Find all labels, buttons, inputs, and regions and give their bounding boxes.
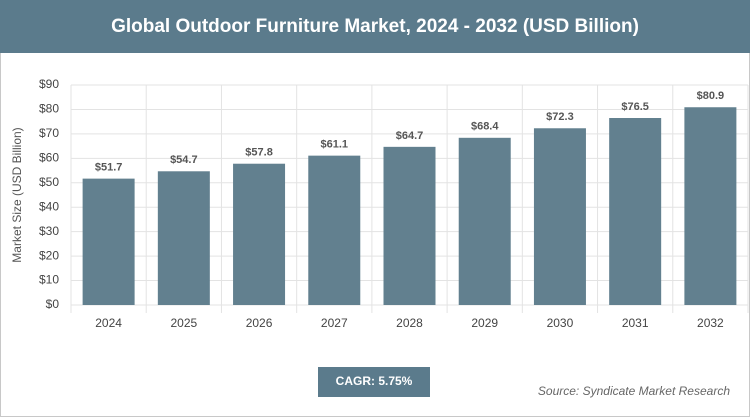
y-axis-label: Market Size (USD Billion): [10, 127, 24, 262]
y-tick-label: $90: [39, 77, 59, 91]
bar: [684, 107, 737, 305]
y-tick-label: $80: [39, 102, 59, 116]
chart-title: Global Outdoor Furniture Market, 2024 - …: [111, 16, 639, 37]
bar: [609, 118, 662, 305]
x-tick-label: 2028: [396, 316, 423, 330]
value-label: $51.7: [95, 162, 123, 174]
source-note: Source: Syndicate Market Research: [538, 384, 730, 398]
bar: [308, 155, 361, 305]
bar: [233, 163, 286, 305]
value-label: $80.9: [697, 90, 725, 102]
value-label: $68.4: [471, 121, 499, 133]
value-label: $54.7: [170, 154, 198, 166]
bar: [458, 137, 511, 305]
x-tick-label: 2025: [170, 316, 197, 330]
bar: [82, 178, 135, 305]
x-tick-label: 2030: [547, 316, 574, 330]
header-bar: [0, 0, 750, 53]
cagr-box: [318, 367, 430, 397]
value-label: $72.3: [546, 111, 574, 123]
x-tick-label: 2026: [246, 316, 273, 330]
x-tick-label: 2029: [471, 316, 498, 330]
x-tick-label: 2031: [622, 316, 649, 330]
value-label: $76.5: [621, 101, 649, 113]
y-tick-label: $60: [39, 151, 59, 165]
bar: [157, 171, 210, 305]
value-label: $57.8: [245, 147, 273, 159]
value-label: $64.7: [396, 130, 424, 142]
x-tick-label: 2024: [95, 316, 122, 330]
bar: [383, 146, 436, 305]
y-tick-label: $0: [46, 297, 60, 311]
bar: [533, 128, 586, 305]
y-tick-label: $20: [39, 248, 59, 262]
y-tick-label: $70: [39, 126, 59, 140]
y-tick-label: $10: [39, 273, 59, 287]
y-tick-label: $30: [39, 224, 59, 238]
value-label: $61.1: [321, 139, 349, 151]
y-tick-label: $50: [39, 175, 59, 189]
x-tick-label: 2027: [321, 316, 348, 330]
y-tick-label: $40: [39, 199, 59, 213]
x-tick-label: 2032: [697, 316, 724, 330]
cagr-label: CAGR: 5.75%: [336, 374, 413, 388]
